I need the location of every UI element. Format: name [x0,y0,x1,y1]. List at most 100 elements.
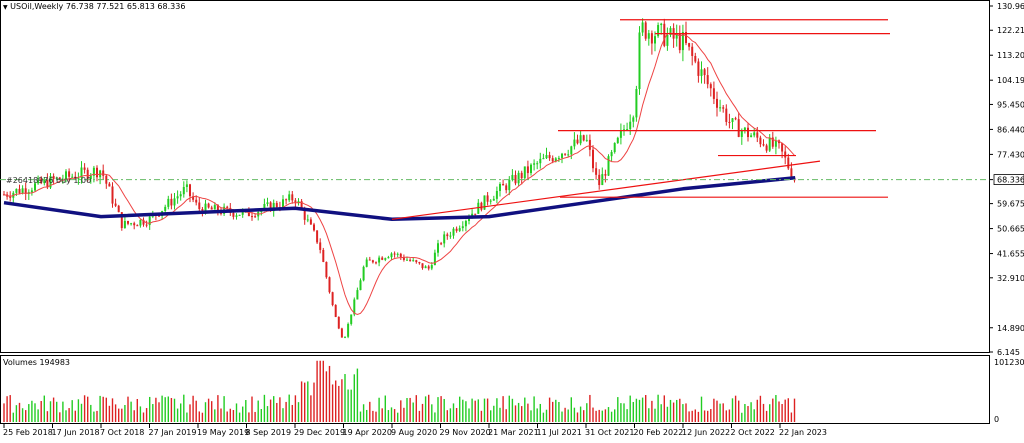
symbol-label: USOil,Weekly [10,2,64,11]
ohlc-values: 76.738 77.521 65.813 68.336 [65,2,186,11]
candle-body [489,200,492,202]
candle-body [120,212,123,229]
candle-body [238,214,241,216]
candle-body [533,163,536,165]
candle-body [734,118,737,120]
candle-body [263,203,266,210]
candle-body [313,224,315,231]
candle-body [275,202,278,208]
candle-body [353,299,356,315]
candle-body [570,146,573,155]
candle-body [105,175,108,184]
candle-body [139,219,142,226]
candle-body [306,219,309,221]
candle-body [58,177,61,180]
candle-body [650,33,653,44]
candle-body [592,149,594,169]
candle-body [737,119,740,137]
candle-body [40,178,43,184]
candle-body [334,305,337,317]
candle-body [226,206,229,208]
candle-body [495,190,498,199]
time-tick-label: 17 Jun 2018 [52,428,100,437]
candle-body [455,228,458,231]
candle-body [685,32,687,44]
candle-body [198,202,201,210]
candle-body [740,130,743,137]
candle-body [322,249,325,262]
candle-body [725,108,728,122]
candle-body [561,153,563,158]
candle-body [477,202,480,214]
price-tick-label: 32.910 [997,274,1024,283]
candle-body [765,145,768,151]
candle-body [548,155,551,159]
candle-body [712,88,715,99]
candle-body [551,158,554,162]
candle-body [759,137,762,145]
candle-body [499,183,501,191]
candle-body [30,190,33,193]
candle-body [285,199,288,201]
price-tick-label: 86.440 [997,125,1024,134]
candle-body [365,259,368,267]
time-tick-label: 2 Oct 2022 [731,428,775,437]
candle-body [716,98,718,108]
trend-line[interactable] [391,160,821,220]
candle-body [337,316,340,329]
slow-moving-average-line [3,176,796,222]
price-tick-label: 59.675 [997,200,1024,209]
candle-body [526,166,529,174]
candle-body [241,210,244,215]
candle-body [291,194,294,201]
candle-body [458,228,461,231]
candle-body [694,55,697,62]
candle-body [86,169,89,180]
candle-body [629,121,632,130]
candle-body [623,129,625,131]
candle-body [632,117,635,122]
candle-body [111,186,114,204]
candle-body [502,183,505,186]
candle-body [412,260,415,262]
candle-body [65,171,67,180]
time-tick-label: 29 Nov 2020 [440,428,491,437]
candle-body [390,253,393,258]
candle-body [142,219,145,225]
candle-body [576,139,579,144]
candle-body [148,216,151,226]
candle-body [133,223,136,226]
candle-body [189,184,191,197]
candle-body [21,188,24,194]
candle-body [399,253,402,257]
candle-body [145,224,148,226]
dropdown-triangle-icon[interactable]: ▼ [3,4,8,11]
candle-body [505,185,508,191]
price-tick-label: 113.205 [997,51,1024,60]
candle-body [173,198,176,206]
moving-averages-group [3,32,796,316]
candle-body [657,25,660,37]
candle-body [9,196,12,198]
candle-body [92,167,95,176]
candle-body [43,179,46,184]
candle-body [371,260,374,263]
time-tick-label: 19 May 2019 [197,428,249,437]
candle-body [96,167,98,178]
candle-body [635,89,638,118]
candle-body [282,199,284,208]
candle-body [697,61,700,76]
candle-body [579,135,582,144]
time-tick-label: 19 Apr 2020 [343,428,392,437]
candle-body [123,220,126,229]
candle-body [437,243,439,253]
price-tick-label: 6.145 [997,348,1020,357]
volume-panel-frame [0,355,990,424]
candle-body [49,176,52,188]
candle-body [722,107,725,109]
candle-body [700,69,703,76]
candle-body [663,23,666,46]
candle-body [185,184,188,187]
